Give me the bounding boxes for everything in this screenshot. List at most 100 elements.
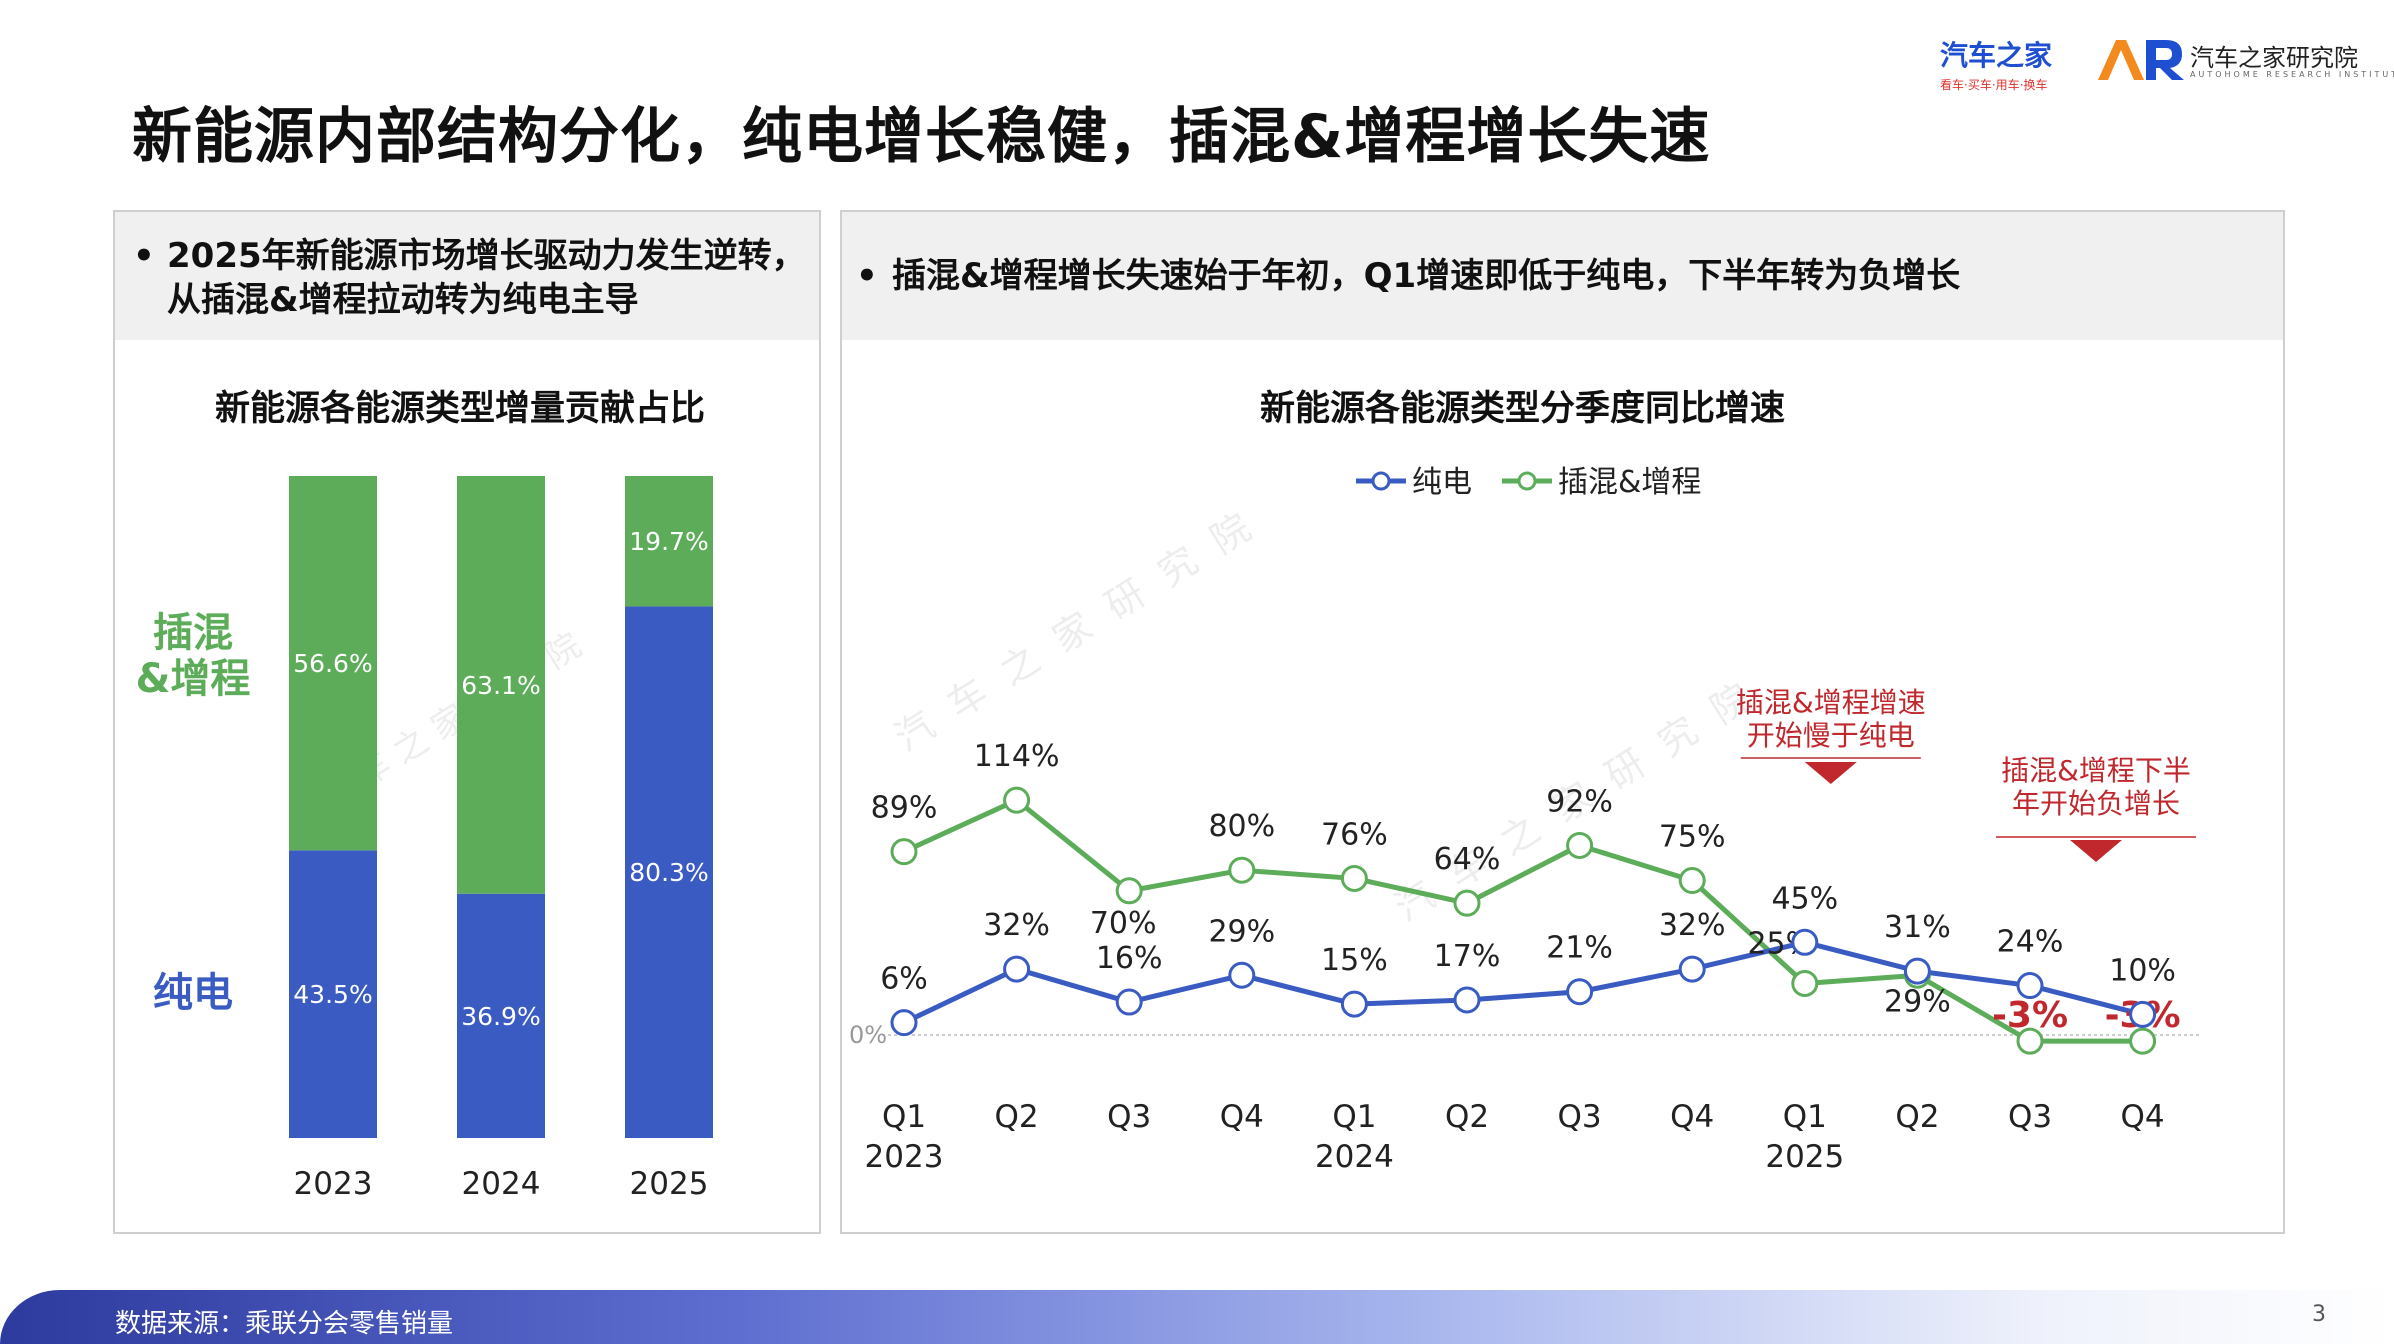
point-bev-9 [1903, 957, 1931, 985]
growth-panel: • 插混&增程增长失速始于年初，Q1增速即低于纯电，下半年转为负增长 新能源各能… [840, 210, 2285, 1234]
x-tick-quarter-9: Q2 [1895, 1099, 1939, 1135]
label-bev-8: 45% [1771, 881, 1838, 916]
point-bev-10 [2016, 972, 2044, 1000]
annotation-2-arrow-icon [2070, 840, 2122, 862]
annotation-2-line-1: 插混&增程下半 [2001, 754, 2191, 787]
autohome-logo-slogan: 看车·买车·用车·换车 [1940, 78, 2048, 92]
point-phev-4 [1340, 864, 1368, 892]
point-phev-0 [890, 838, 918, 866]
point-phev-5 [1453, 889, 1481, 917]
right-bullet-text: 插混&增程增长失速始于年初，Q1增速即低于纯电，下半年转为负增长 [892, 256, 1961, 296]
x-tick-year-8: 2025 [1765, 1139, 1844, 1175]
zero-label: 0% [849, 1021, 887, 1049]
bar-label-phev-2024: 63.1% [461, 671, 540, 700]
data-source-note: 数据来源：乘联分会零售销量 [115, 1309, 454, 1339]
right-bullet-dot: • [856, 256, 878, 296]
label-phev-1: 114% [974, 739, 1060, 774]
bar-bev-2025 [625, 606, 713, 1138]
x-tick-2024: 2024 [462, 1166, 541, 1202]
label-phev-10: -3% [1992, 995, 2068, 1036]
point-bev-6 [1566, 978, 1594, 1006]
x-tick-quarter-0: Q1 [882, 1099, 926, 1135]
x-tick-year-0: 2023 [865, 1139, 944, 1175]
page-title: 新能源内部结构分化，纯电增长稳健，插混&增程增长失速 [132, 102, 1711, 172]
research-institute-logo: 汽车之家研究院 AUTOHOME RESEARCH INSTITUTE [2094, 34, 2394, 84]
x-tick-2025: 2025 [630, 1166, 709, 1202]
annotation-1-line-1: 插混&增程增速 [1736, 686, 1926, 719]
line-phev [902, 797, 2143, 1044]
institute-name: 汽车之家研究院 [2190, 44, 2358, 72]
point-bev-7 [1678, 955, 1706, 983]
x-tick-quarter-10: Q3 [2008, 1099, 2052, 1135]
label-phev-3: 80% [1208, 809, 1275, 844]
label-bev-9: 31% [1884, 910, 1951, 945]
line-chart-title: 新能源各能源类型分季度同比增速 [1260, 389, 1786, 429]
institute-ar-logo-icon [2098, 40, 2184, 80]
stacked-bar-chart-title: 新能源各能源类型增量贡献占比 [215, 389, 706, 429]
x-tick-quarter-1: Q2 [995, 1099, 1039, 1135]
side-label-phev-line-2: &增程 [136, 656, 251, 702]
x-tick-quarter-4: Q1 [1332, 1099, 1376, 1135]
bar-label-phev-2023: 56.6% [293, 649, 372, 678]
institute-english-name: AUTOHOME RESEARCH INSTITUTE [2190, 70, 2394, 79]
point-bev-5 [1453, 986, 1481, 1014]
footer-band [0, 1290, 2394, 1344]
x-tick-quarter-8: Q1 [1783, 1099, 1827, 1135]
annotation-1-line-2: 开始慢于纯电 [1747, 719, 1915, 752]
legend-label-0: 纯电 [1412, 465, 1472, 500]
point-phev-2 [1115, 877, 1143, 905]
x-tick-2023: 2023 [294, 1166, 373, 1202]
x-tick-quarter-11: Q4 [2121, 1099, 2165, 1135]
label-bev-1: 32% [983, 908, 1050, 943]
label-bev-10: 24% [1997, 925, 2064, 960]
point-bev-2 [1115, 988, 1143, 1016]
label-phev-2: 70% [1090, 906, 1157, 941]
bar-bev-2024 [457, 893, 545, 1138]
x-tick-quarter-7: Q4 [1670, 1099, 1714, 1135]
bar-label-bev-2023: 43.5% [293, 980, 372, 1009]
legend-marker-0 [1371, 471, 1391, 491]
point-bev-8 [1791, 928, 1819, 956]
point-bev-3 [1228, 961, 1256, 989]
label-phev-5: 64% [1434, 842, 1501, 877]
bar-phev-2023 [289, 476, 377, 851]
label-bev-11: 10% [2109, 953, 2176, 988]
label-phev-0: 89% [871, 791, 938, 826]
legend-label-1: 插混&增程 [1558, 465, 1701, 500]
label-phev-6: 92% [1546, 784, 1613, 819]
left-bullet-line-1: 2025年新能源市场增长驱动力发生逆转， [167, 236, 806, 276]
x-tick-year-4: 2024 [1315, 1139, 1394, 1175]
point-phev-1 [1003, 786, 1031, 814]
page-number: 3 [2312, 1302, 2326, 1327]
annotation-2-line-2: 年开始负增长 [2012, 787, 2180, 820]
x-tick-quarter-6: Q3 [1558, 1099, 1602, 1135]
x-tick-quarter-3: Q4 [1220, 1099, 1264, 1135]
left-bullet-line-2: 从插混&增程拉动转为纯电主导 [167, 280, 639, 320]
point-bev-4 [1340, 990, 1368, 1018]
label-phev-9: 29% [1884, 984, 1951, 1019]
x-tick-quarter-5: Q2 [1445, 1099, 1489, 1135]
point-phev-8 [1791, 970, 1819, 997]
legend-marker-1 [1517, 471, 1537, 491]
point-phev-11 [2129, 1027, 2157, 1055]
contribution-panel: • 2025年新能源市场增长驱动力发生逆转， 从插混&增程拉动转为纯电主导 新能… [113, 210, 821, 1234]
point-bev-0 [890, 1009, 918, 1037]
label-phev-7: 75% [1659, 820, 1726, 855]
label-bev-2: 16% [1096, 941, 1163, 976]
bar-label-bev-2024: 36.9% [461, 1002, 540, 1031]
label-bev-7: 32% [1659, 908, 1726, 943]
bar-bev-2023 [289, 850, 377, 1138]
contribution-panel-header: • 2025年新能源市场增长驱动力发生逆转， 从插混&增程拉动转为纯电主导 [115, 212, 819, 340]
label-bev-5: 17% [1434, 939, 1501, 974]
bar-phev-2024 [457, 476, 545, 894]
stacked-bar-chart: 汽 车 之 家 研 究 院43.5%56.6%202336.9%63.1%202… [136, 476, 713, 1202]
point-phev-3 [1228, 856, 1256, 884]
point-bev-11 [2129, 1000, 2157, 1028]
point-phev-6 [1566, 831, 1594, 859]
autohome-logo: 汽车之家 看车·买车·用车·换车 [1940, 34, 2060, 92]
bar-label-bev-2025: 80.3% [629, 858, 708, 887]
label-phev-4: 76% [1321, 817, 1388, 852]
watermark-text-1: 汽 车 之 家 研 究 院 [887, 502, 1264, 760]
label-bev-6: 21% [1546, 931, 1613, 966]
side-label-bev: 纯电 [153, 970, 233, 1016]
